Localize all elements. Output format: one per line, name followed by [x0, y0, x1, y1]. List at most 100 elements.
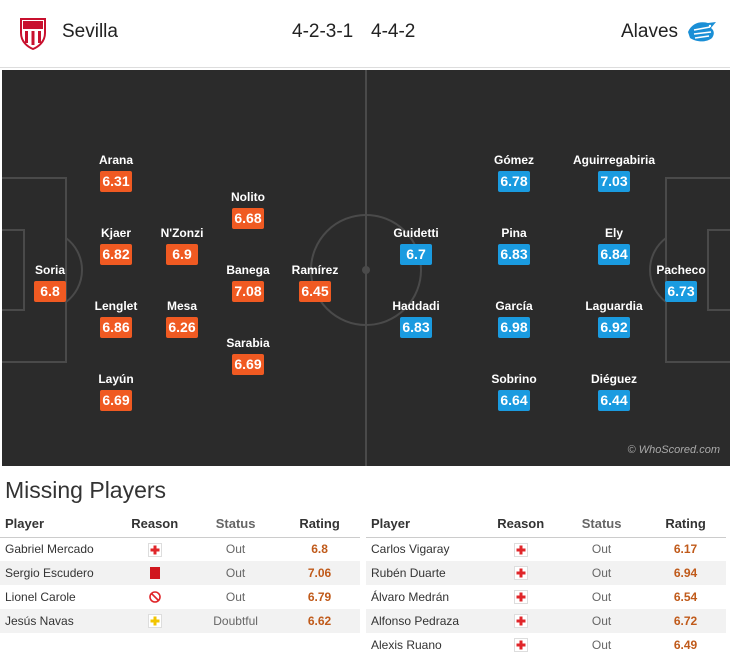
player-name: Soria	[34, 263, 65, 277]
table-row: Rubén Duarte Out 6.94	[366, 561, 726, 585]
status: Out	[558, 561, 646, 585]
col-player[interactable]: Player	[366, 511, 484, 538]
table-header-row: Player Reason Status Rating	[0, 511, 360, 538]
player-name: Arana	[98, 153, 133, 167]
away-player-garcia[interactable]: García 6.98	[479, 299, 549, 338]
reason-cell	[483, 561, 559, 585]
player-name: Laguardia	[585, 299, 643, 313]
player-rating: 6.45	[299, 281, 331, 302]
player-name: Sarabia	[226, 336, 270, 350]
injury-icon	[513, 590, 528, 605]
away-player-ely[interactable]: Ely 6.84	[579, 226, 649, 265]
away-player-sobrino[interactable]: Sobrino 6.64	[479, 372, 549, 411]
away-team-name[interactable]: Alaves	[621, 21, 679, 42]
rating: 6.8	[311, 542, 328, 557]
away-player-guidetti[interactable]: Guidetti 6.7	[381, 226, 451, 265]
col-player[interactable]: Player	[0, 511, 118, 538]
table-row: Alexis Ruano Out 6.49	[366, 633, 726, 657]
player-name[interactable]: Sergio Escudero	[0, 561, 118, 585]
player-name[interactable]: Lionel Carole	[5, 590, 76, 604]
player-rating: 6.82	[100, 244, 132, 265]
player-name[interactable]: Álvaro Medrán	[371, 590, 450, 604]
reason-cell	[483, 537, 558, 561]
reason-cell	[117, 561, 193, 585]
table-row: Carlos Vigaray Out 6.17	[366, 537, 726, 561]
player-rating: 6.83	[498, 244, 530, 265]
player-name: Nolito	[231, 190, 265, 204]
player-name[interactable]: Carlos Vigaray	[371, 542, 450, 557]
home-player-ramirez[interactable]: Ramírez 6.45	[280, 263, 350, 302]
player-name: Layún	[98, 372, 134, 386]
table-row: Jesús Navas Doubtful 6.62	[0, 609, 360, 633]
home-player-lenglet[interactable]: Lenglet 6.86	[81, 299, 151, 338]
injury-icon	[147, 542, 162, 557]
player-rating: 6.68	[232, 208, 264, 229]
player-name[interactable]: Rubén Duarte	[366, 561, 484, 585]
alaves-crest-icon[interactable]	[686, 20, 718, 44]
player-name: Ramírez	[291, 263, 339, 277]
sevilla-crest-icon[interactable]	[18, 16, 48, 50]
player-name: Mesa	[166, 299, 198, 313]
home-player-banega[interactable]: Banega 7.08	[213, 263, 283, 302]
rating: 6.54	[673, 590, 698, 604]
player-rating: 6.64	[498, 390, 530, 411]
table-row: Gabriel Mercado Out 6.8	[0, 537, 360, 561]
match-header: Sevilla 4-2-3-1 4-4-2 Alaves	[0, 0, 730, 68]
player-rating: 6.7	[400, 244, 432, 265]
red-card-icon	[149, 567, 160, 580]
player-name: Haddadi	[392, 299, 440, 313]
home-player-nzonzi[interactable]: N'Zonzi 6.9	[147, 226, 217, 265]
player-name[interactable]: Jesús Navas	[0, 609, 118, 633]
home-player-arana[interactable]: Arana 6.31	[81, 153, 151, 192]
player-name: Pina	[501, 226, 527, 240]
player-rating: 6.84	[598, 244, 630, 265]
player-name: Sobrino	[491, 372, 537, 386]
home-player-mesa[interactable]: Mesa 6.26	[147, 299, 217, 338]
player-rating: 6.78	[498, 171, 530, 192]
home-team-name[interactable]: Sevilla	[62, 21, 118, 42]
home-player-layun[interactable]: Layún 6.69	[81, 372, 151, 411]
away-player-laguardia[interactable]: Laguardia 6.92	[579, 299, 649, 338]
status: Out	[225, 590, 246, 604]
home-missing-table: Player Reason Status Rating Gabriel Merc…	[0, 511, 360, 633]
player-name: Aguirregabiria	[572, 153, 656, 167]
player-name[interactable]: Gabriel Mercado	[5, 542, 94, 557]
home-player-sarabia[interactable]: Sarabia 6.69	[213, 336, 283, 375]
away-player-pacheco[interactable]: Pacheco 6.73	[646, 263, 716, 302]
away-player-pina[interactable]: Pina 6.83	[479, 226, 549, 265]
table-row: Lionel Carole Out 6.79	[0, 585, 360, 609]
rating: 6.79	[307, 590, 332, 604]
status: Out	[192, 561, 280, 585]
player-name: Gómez	[493, 153, 534, 167]
col-reason[interactable]: Reason	[117, 511, 193, 538]
injury-icon	[513, 614, 528, 629]
player-name: Kjaer	[100, 226, 132, 240]
table-row: Sergio Escudero Out 7.06	[0, 561, 360, 585]
player-name: Diéguez	[590, 372, 637, 386]
away-player-aguirregabiria[interactable]: Aguirregabiria 7.03	[566, 153, 662, 192]
player-name[interactable]: Alexis Ruano	[371, 638, 442, 652]
away-player-dieguez[interactable]: Diéguez 6.44	[579, 372, 649, 411]
injury-icon	[513, 542, 528, 557]
player-rating: 6.98	[498, 317, 530, 338]
player-name: García	[495, 299, 533, 313]
rating: 6.49	[673, 638, 698, 652]
col-status[interactable]: Status	[192, 511, 280, 538]
injury-icon	[513, 566, 528, 581]
player-name[interactable]: Alfonso Pedraza	[366, 609, 484, 633]
away-player-gomez[interactable]: Gómez 6.78	[479, 153, 549, 192]
player-rating: 6.9	[166, 244, 198, 265]
home-player-nolito[interactable]: Nolito 6.68	[213, 190, 283, 229]
home-player-soria[interactable]: Soria 6.8	[15, 263, 85, 302]
col-rating[interactable]: Rating	[279, 511, 360, 538]
player-rating: 6.26	[166, 317, 198, 338]
home-player-kjaer[interactable]: Kjaer 6.82	[81, 226, 151, 265]
player-name: Pacheco	[656, 263, 706, 277]
col-reason[interactable]: Reason	[483, 511, 559, 538]
col-status[interactable]: Status	[558, 511, 646, 538]
away-player-haddadi[interactable]: Haddadi 6.83	[381, 299, 451, 338]
reason-cell	[483, 609, 559, 633]
whoscored-watermark: © WhoScored.com	[627, 444, 720, 456]
col-rating[interactable]: Rating	[645, 511, 726, 538]
injury-icon	[513, 638, 528, 653]
